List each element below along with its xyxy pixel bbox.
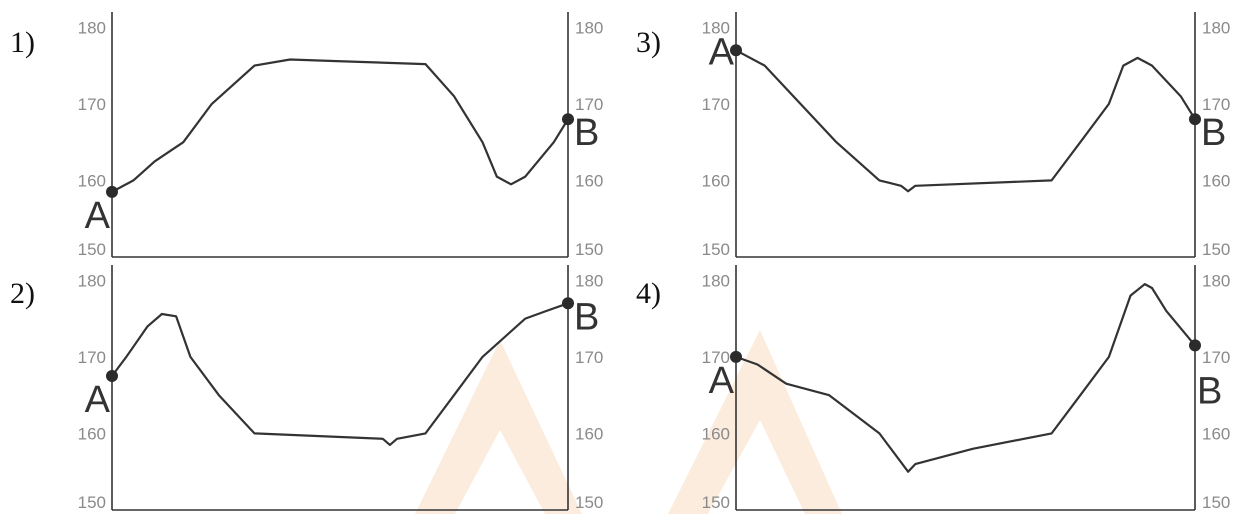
y-tick-label-right: 160	[575, 171, 603, 190]
chart-panel-3: 3) 180 170 160 150 180 170 160 150 A B	[636, 12, 1230, 259]
y-tick-label-right: 170	[1202, 348, 1230, 367]
y-tick-label-right: 160	[575, 424, 603, 443]
point-a-marker	[106, 185, 118, 198]
chart-panel-4: 4) 180 170 160 150 180 170 160 150 A B	[636, 265, 1230, 512]
elevation-profile-line	[734, 49, 1197, 193]
y-tick-label-left: 160	[702, 171, 730, 190]
y-tick-label-left: 150	[702, 493, 730, 512]
y-tick-label-right: 160	[1202, 424, 1230, 443]
point-a-label: A	[85, 195, 111, 237]
y-tick-label-left: 170	[78, 95, 106, 114]
panel-number: 2)	[10, 277, 35, 310]
y-tick-label-left: 160	[78, 171, 106, 190]
y-tick-label-left: 160	[702, 424, 730, 443]
point-b-marker	[1189, 113, 1201, 126]
y-tick-label-right: 170	[575, 95, 603, 114]
point-a-label: A	[85, 379, 111, 421]
elevation-profile-line	[734, 283, 1197, 473]
panel-number: 4)	[636, 277, 661, 310]
y-tick-label-left: 150	[78, 240, 106, 259]
y-tick-label-right: 180	[1202, 271, 1230, 290]
y-tick-label-right: 180	[575, 271, 603, 290]
point-b-label: B	[1197, 370, 1222, 412]
y-tick-label-left: 170	[702, 348, 730, 367]
panel-number: 3)	[636, 26, 661, 59]
y-tick-label-left: 180	[78, 271, 106, 290]
point-b-marker	[1189, 339, 1201, 352]
watermark	[415, 330, 842, 514]
panel-number: 1)	[10, 26, 35, 59]
y-tick-label-left: 170	[702, 95, 730, 114]
point-b-marker	[562, 297, 574, 310]
y-tick-label-left: 170	[78, 348, 106, 367]
point-a-marker	[730, 350, 742, 363]
y-tick-label-right: 150	[575, 240, 603, 259]
y-tick-label-left: 180	[78, 18, 106, 37]
point-b-label: B	[574, 296, 599, 338]
y-tick-label-left: 150	[702, 240, 730, 259]
elevation-profile-line	[110, 302, 570, 446]
y-tick-label-right: 160	[1202, 171, 1230, 190]
y-tick-label-right: 170	[1202, 95, 1230, 114]
y-tick-label-right: 180	[575, 18, 603, 37]
y-tick-label-right: 180	[1202, 18, 1230, 37]
point-a-marker	[730, 44, 742, 57]
point-b-label: B	[1201, 112, 1226, 154]
point-b-label: B	[574, 112, 599, 154]
y-tick-label-left: 150	[78, 493, 106, 512]
chart-panel-2: 2) 180 170 160 150 180 170 160 150 A B	[10, 265, 603, 512]
y-tick-label-right: 150	[1202, 240, 1230, 259]
y-tick-label-left: 180	[702, 18, 730, 37]
y-tick-label-right: 150	[575, 493, 603, 512]
point-b-marker	[562, 113, 574, 126]
y-tick-label-left: 180	[702, 271, 730, 290]
y-tick-label-left: 160	[78, 424, 106, 443]
y-tick-label-right: 150	[1202, 493, 1230, 512]
watermark-left-peak	[415, 340, 582, 514]
chart-panel-1: 1) 180 170 160 150 180 170 160 150 A B	[10, 12, 603, 259]
point-a-label: A	[709, 31, 735, 73]
point-a-marker	[106, 370, 118, 383]
watermark-right-peak	[668, 330, 842, 514]
point-a-label: A	[709, 360, 735, 402]
y-tick-label-right: 170	[575, 348, 603, 367]
elevation-profile-line	[110, 58, 570, 193]
